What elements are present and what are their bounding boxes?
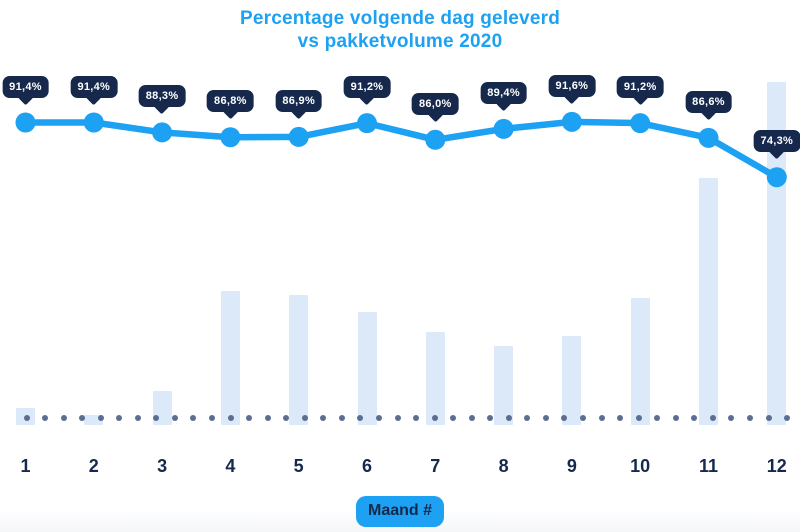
- baseline-dot: [580, 415, 586, 421]
- data-point: [288, 126, 309, 147]
- baseline-dot: [394, 415, 401, 421]
- value-tooltip: 86,9%: [275, 89, 323, 112]
- baseline-dot: [134, 415, 141, 421]
- baseline-dot: [413, 415, 420, 421]
- data-point: [698, 127, 719, 148]
- baseline-dot: [338, 415, 345, 421]
- month-label: 2: [88, 456, 99, 476]
- volume-bar: [425, 332, 445, 425]
- month-label: 8: [498, 456, 509, 476]
- volume-bar: [289, 294, 309, 425]
- baseline-dot: [42, 415, 49, 421]
- month-label: 11: [698, 456, 719, 476]
- baseline-dot: [79, 415, 86, 421]
- baseline-dot: [97, 415, 104, 421]
- value-tooltip: 86,6%: [685, 90, 732, 113]
- data-point: [425, 129, 446, 150]
- baseline-dot: [375, 415, 382, 421]
- baseline-dot: [246, 415, 253, 421]
- volume-bar: [494, 346, 514, 425]
- baseline-dot: [468, 415, 475, 421]
- value-tooltip: 91,6%: [548, 74, 596, 97]
- baseline-dot: [431, 415, 438, 421]
- chart-title-line-1: Percentage volgende dag geleverd: [239, 8, 560, 29]
- volume-bar: [220, 291, 240, 425]
- baseline-dot: [116, 415, 123, 421]
- baseline-dot: [654, 415, 661, 421]
- baseline-dot: [487, 415, 494, 421]
- x-axis-label-pill: Maand #: [355, 496, 445, 527]
- baseline-dot: [227, 415, 234, 421]
- baseline-dot: [635, 415, 642, 421]
- month-label: 3: [157, 456, 168, 476]
- data-point: [630, 113, 651, 134]
- data-point: [766, 167, 787, 188]
- trend-line: [22, 118, 781, 181]
- baseline-dot: [171, 415, 178, 421]
- baseline-dot: [746, 415, 753, 421]
- baseline-dot: [60, 415, 67, 421]
- value-tooltip: 88,3%: [138, 85, 186, 108]
- month-label: 1: [20, 456, 31, 476]
- baseline-dot: [301, 415, 308, 421]
- baseline-dot: [617, 415, 624, 421]
- baseline-dot: [264, 415, 271, 421]
- data-point: [493, 118, 514, 139]
- baseline-dot: [524, 415, 531, 421]
- value-tooltip: 86,8%: [207, 90, 254, 113]
- month-label: 10: [630, 456, 651, 476]
- month-label: 6: [361, 456, 373, 476]
- volume-bar: [699, 178, 718, 425]
- volume-bar: [562, 335, 582, 425]
- baseline-dot: [598, 415, 605, 421]
- value-tooltip: 91,4%: [70, 75, 118, 98]
- value-tooltip: 89,4%: [480, 81, 527, 104]
- data-point: [561, 111, 582, 132]
- month-label: 9: [566, 456, 577, 476]
- volume-bar: [767, 82, 787, 425]
- month-label: 4: [225, 456, 236, 476]
- value-tooltip: 86,0%: [411, 92, 459, 115]
- baseline-dot: [505, 415, 512, 421]
- value-tooltip: 91,2%: [343, 76, 391, 99]
- baseline-dot: [153, 415, 160, 421]
- volume-bar: [630, 298, 650, 425]
- baseline-dot: [209, 415, 215, 421]
- chart-title-line-2: vs pakketvolume 2020: [297, 31, 503, 52]
- volume-bar: [84, 414, 104, 425]
- baseline-dot: [23, 415, 30, 421]
- baseline-dot: [283, 415, 290, 421]
- value-tooltip: 91,2%: [616, 76, 664, 99]
- baseline-dot: [691, 415, 698, 421]
- value-tooltip: 74,3%: [753, 130, 800, 153]
- baseline-dot: [709, 415, 716, 421]
- month-label: 12: [766, 456, 787, 476]
- baseline-dot: [672, 415, 679, 421]
- data-point: [152, 122, 173, 143]
- chart-title: Percentage volgende dag geleverd vs pakk…: [0, 7, 800, 53]
- baseline-dot: [784, 415, 791, 421]
- month-label: 7: [430, 456, 441, 476]
- baseline-dot: [190, 415, 197, 421]
- baseline-dot: [320, 415, 327, 421]
- baseline-dot: [561, 415, 568, 421]
- baseline-dot: [357, 415, 364, 421]
- value-tooltip: 91,4%: [2, 75, 49, 98]
- baseline-dot: [542, 415, 549, 421]
- volume-bar: [357, 311, 377, 425]
- baseline-dot: [728, 415, 735, 421]
- month-label: 5: [293, 456, 304, 476]
- baseline-dot: [765, 415, 772, 421]
- data-point: [357, 113, 377, 134]
- data-point: [83, 112, 104, 133]
- data-point: [220, 127, 241, 148]
- data-point: [15, 112, 36, 133]
- baseline-dot: [450, 415, 457, 421]
